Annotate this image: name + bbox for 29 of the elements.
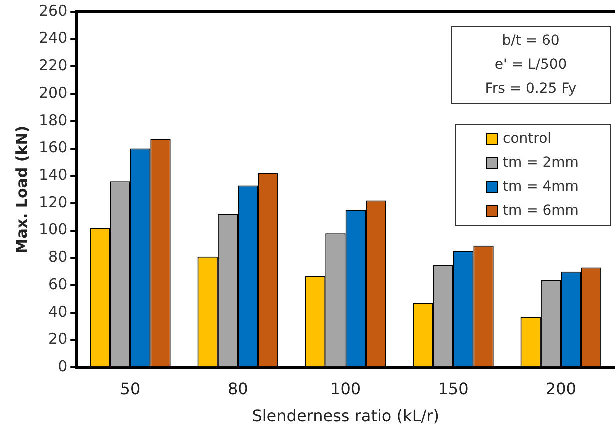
- legend-label: tm = 4mm: [503, 179, 579, 195]
- x-tick-label: 200: [546, 379, 576, 398]
- y-axis-title: Max. Load (kN): [12, 126, 31, 254]
- y-tick-label: 260: [38, 2, 68, 20]
- legend-label: tm = 6mm: [503, 203, 579, 219]
- note-box: b/t = 60 e' = L/500 Frs = 0.25 Fy: [451, 26, 611, 104]
- y-tick-label: 240: [38, 29, 68, 48]
- y-tick-label: 180: [38, 111, 68, 130]
- y-tick-label: 200: [38, 84, 68, 102]
- x-tick-label: 50: [120, 379, 141, 398]
- legend-label: control: [503, 131, 552, 147]
- y-tick-label: 40: [48, 302, 68, 321]
- annotation: Frs = 0.25 Fy: [484, 80, 578, 99]
- x-tick-label: 100: [330, 379, 362, 398]
- x-axis-title: Slenderness ratio (kL/r): [252, 406, 440, 426]
- y-tick-label: 120: [38, 193, 68, 212]
- y-tick-label: 160: [38, 138, 68, 157]
- annotation: e' = L/500: [494, 56, 568, 75]
- legend-label: tm = 2mm: [503, 155, 579, 171]
- y-tick-label: 0: [58, 357, 68, 376]
- annotation: b/t = 60: [501, 32, 561, 51]
- x-tick-label: 80: [228, 379, 248, 398]
- y-tick-label: 140: [38, 166, 68, 184]
- y-tick-label: 60: [48, 275, 68, 294]
- y-tick-label: 220: [38, 56, 68, 75]
- y-tick-label: 20: [48, 330, 68, 348]
- x-tick-label: 150: [438, 379, 469, 398]
- y-tick-label: 100: [38, 220, 68, 239]
- y-tick-label: 80: [48, 248, 68, 266]
